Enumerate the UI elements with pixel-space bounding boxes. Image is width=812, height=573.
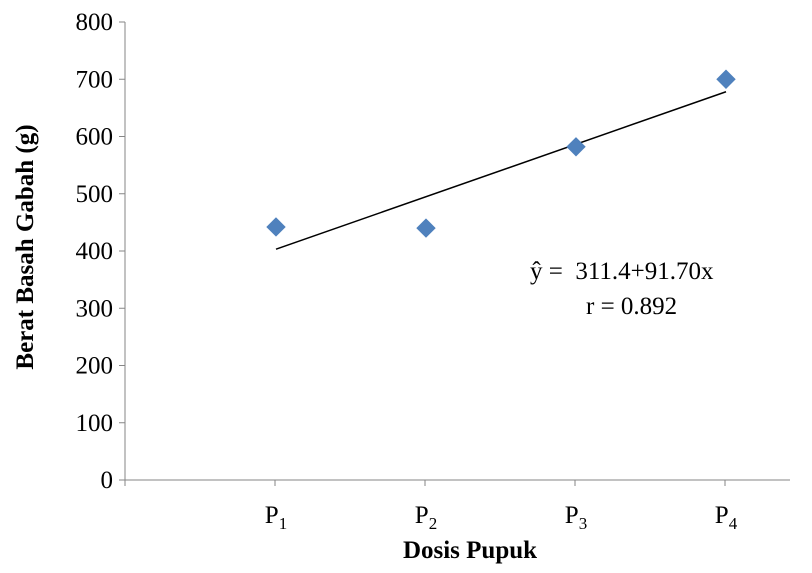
y-axis-title: Berat Basah Gabah (g) <box>12 124 39 369</box>
y-tick-label: 300 <box>76 295 114 322</box>
x-tick-label: P1 <box>265 502 287 533</box>
y-axis: 0 100 200 300 400 500 600 700 800 <box>76 9 126 494</box>
x-tick-label: P4 <box>715 502 738 533</box>
x-axis: P1 P2 P3 P4 <box>124 479 790 533</box>
data-point-marker <box>716 69 736 89</box>
y-tick-label: 800 <box>76 9 114 36</box>
data-point-marker <box>266 217 286 237</box>
y-tick-label: 500 <box>76 181 114 208</box>
y-tick-label: 400 <box>76 238 114 265</box>
y-tick-label: 700 <box>76 66 114 93</box>
y-tick-label: 100 <box>76 410 114 437</box>
y-tick-label: 600 <box>76 124 114 151</box>
correlation-coefficient: r = 0.892 <box>586 293 677 320</box>
regression-equation: ŷ = 311.4+91.70x <box>530 258 714 285</box>
x-tick-label: P3 <box>565 502 587 533</box>
x-tick-label: P2 <box>415 502 437 533</box>
trendline <box>275 91 727 250</box>
data-point-marker <box>566 137 586 157</box>
x-axis-title: Dosis Pupuk <box>403 537 537 564</box>
data-point-marker <box>416 218 436 238</box>
y-tick-label: 0 <box>101 467 114 494</box>
y-tick-label: 200 <box>76 353 114 380</box>
plot-area <box>266 69 736 250</box>
